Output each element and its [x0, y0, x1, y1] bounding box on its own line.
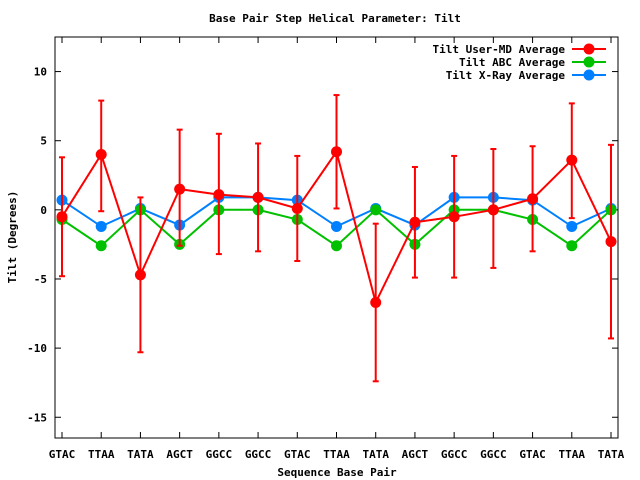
data-point	[95, 149, 107, 161]
legend-swatch-marker	[583, 69, 595, 81]
data-point	[134, 269, 146, 281]
series-layer	[56, 94, 617, 383]
data-point	[370, 296, 382, 308]
data-point	[252, 191, 264, 203]
y-tick-label: 5	[40, 135, 47, 148]
series-0	[56, 94, 617, 383]
data-point	[370, 204, 382, 216]
data-point	[566, 240, 578, 252]
x-axis: GTAC TTAA TATA AGCT GGCC GGCC GTAC TTAA TATA AGCT…	[49, 37, 625, 461]
data-point	[605, 236, 617, 248]
x-tick-label: GGCC	[245, 448, 272, 461]
y-axis: -15 -10 -5 0 5 10	[27, 66, 618, 424]
chart-title: Base Pair Step Helical Parameter: Tilt	[209, 12, 461, 25]
x-tick-label: GGCC	[441, 448, 468, 461]
y-tick-label: -5	[34, 273, 47, 286]
x-tick-label: GGCC	[480, 448, 507, 461]
data-point	[291, 202, 303, 214]
x-tick-label: TATA	[127, 448, 154, 461]
data-point	[56, 211, 68, 223]
x-tick-label: GTAC	[49, 448, 76, 461]
legend-label: Tilt ABC Average	[459, 56, 565, 69]
series-1	[56, 204, 617, 252]
data-point	[331, 220, 342, 232]
x-tick-label: TTAA	[323, 448, 350, 461]
y-tick-label: 10	[34, 66, 47, 79]
legend-label: Tilt X-Ray Average	[446, 69, 566, 82]
x-tick-label: TTAA	[559, 448, 586, 461]
x-tick-label: AGCT	[166, 448, 193, 461]
x-tick-label: TTAA	[88, 448, 115, 461]
data-point	[566, 220, 578, 232]
legend-label: Tilt User-MD Average	[433, 43, 566, 56]
data-point	[487, 204, 499, 216]
data-point	[448, 211, 460, 223]
data-point	[527, 193, 539, 205]
data-point	[95, 220, 107, 232]
x-tick-label: GTAC	[519, 448, 546, 461]
data-point	[213, 189, 225, 201]
x-tick-label: TATA	[598, 448, 625, 461]
y-axis-label: Tilt (Degrees)	[6, 191, 19, 284]
x-tick-label: TATA	[362, 448, 389, 461]
legend-swatch-marker	[583, 43, 595, 55]
y-tick-label: -10	[27, 342, 47, 355]
x-axis-label: Sequence Base Pair	[277, 466, 397, 479]
data-point	[566, 154, 578, 166]
data-point	[95, 240, 107, 252]
x-tick-label: AGCT	[402, 448, 429, 461]
y-tick-label: 0	[40, 204, 47, 217]
data-point	[331, 146, 342, 158]
x-tick-label: GTAC	[284, 448, 311, 461]
x-tick-label: GGCC	[206, 448, 233, 461]
data-point	[409, 216, 421, 228]
legend-swatch-marker	[583, 56, 595, 68]
y-tick-label: -15	[27, 411, 47, 424]
data-point	[174, 183, 186, 195]
data-point	[331, 240, 342, 252]
